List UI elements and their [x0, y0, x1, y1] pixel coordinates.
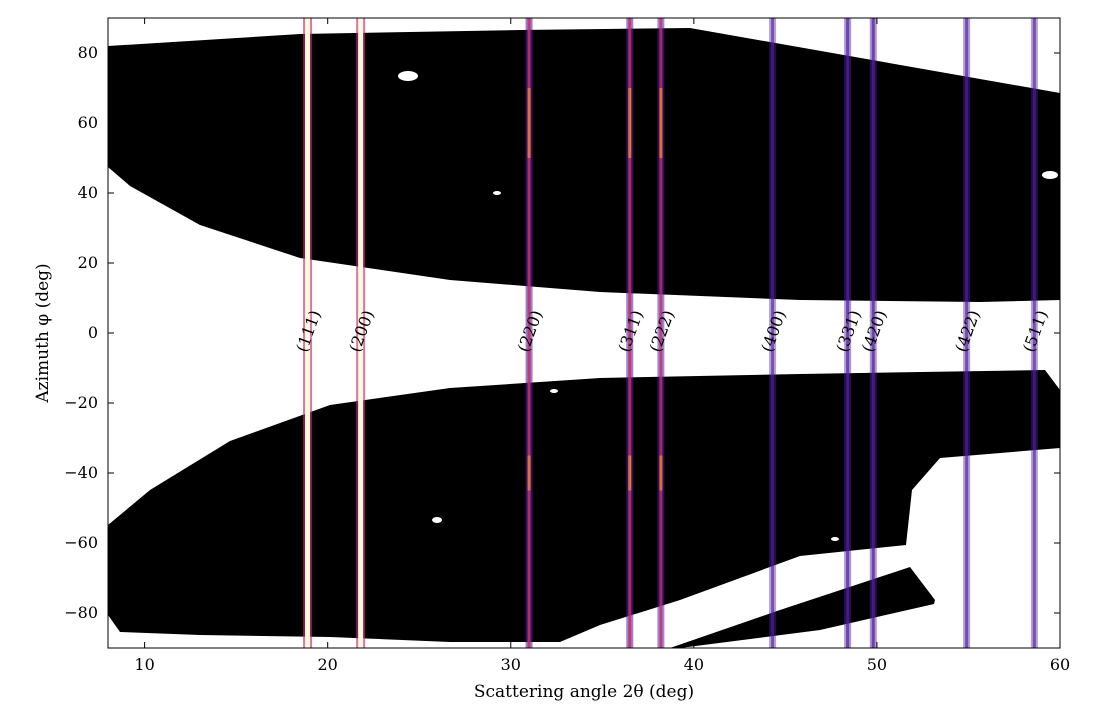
y-tick-label: 80: [78, 43, 98, 62]
y-tick-label: −60: [64, 533, 98, 552]
y-tick-label: 0: [88, 323, 98, 342]
y-tick-label: 20: [78, 253, 98, 272]
x-tick-label: 50: [867, 655, 887, 674]
masked-spot: [398, 71, 418, 81]
diffraction-rings: [303, 18, 1038, 648]
x-tick-label: 30: [501, 655, 521, 674]
x-tick-label: 60: [1050, 655, 1070, 674]
plot-area: [108, 18, 1060, 648]
y-tick-label: −20: [64, 393, 98, 412]
y-axis: 80 60 40 20 0 −20 −40 −60 −80: [64, 43, 1060, 622]
x-tick-label: 40: [684, 655, 704, 674]
y-tick-label: −80: [64, 603, 98, 622]
masked-spot: [1042, 171, 1058, 179]
x-axis: 10 20 30 40 50 60: [134, 18, 1070, 674]
y-axis-label: Azimuth φ (deg): [33, 263, 53, 403]
lower-detector-strip: [670, 567, 935, 648]
y-tick-label: 40: [78, 183, 98, 202]
masked-spot: [493, 191, 501, 195]
x-axis-label: Scattering angle 2θ (deg): [474, 682, 694, 702]
masked-spot: [550, 389, 558, 393]
masked-spot: [432, 517, 442, 523]
x-tick-label: 10: [134, 655, 154, 674]
y-tick-label: −40: [64, 463, 98, 482]
upper-detector-region: [108, 28, 1060, 302]
lower-detector-region: [108, 370, 1060, 642]
y-tick-label: 60: [78, 113, 98, 132]
x-tick-label: 20: [318, 655, 338, 674]
masked-spot: [831, 537, 839, 541]
